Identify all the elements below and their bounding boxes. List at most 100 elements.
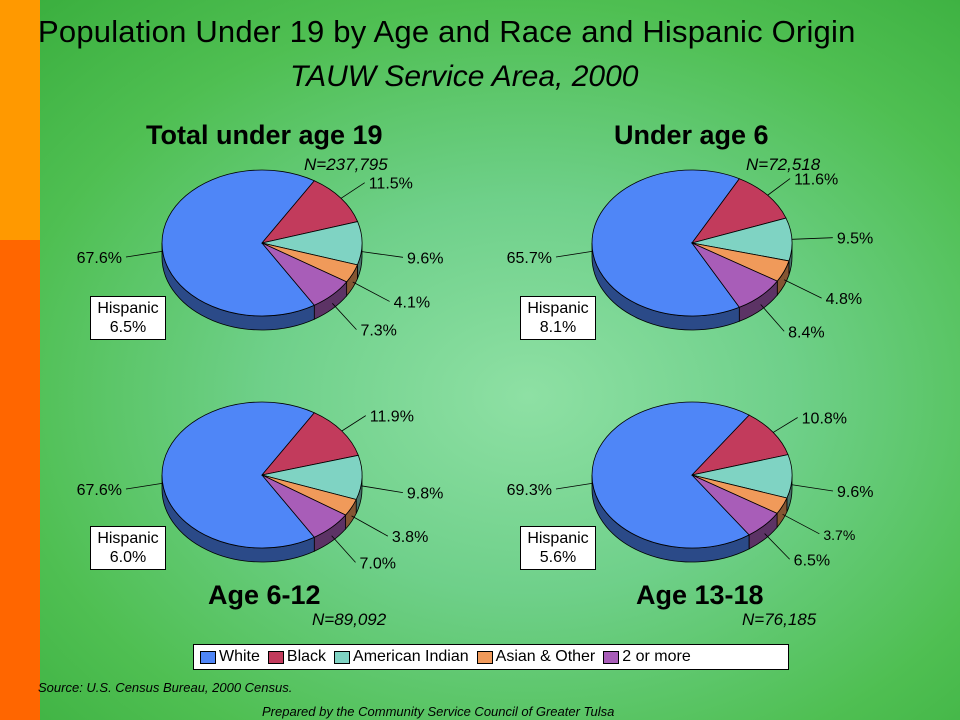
legend-item-2: American Indian (334, 648, 469, 666)
accent-bar-bottom (0, 240, 40, 720)
legend-label: White (219, 648, 260, 665)
pie-1-label-3: 4.8% (826, 291, 862, 308)
pie-0-leader-4 (332, 303, 357, 330)
legend-swatch (603, 650, 620, 664)
hispanic-value: 6.0% (109, 549, 147, 566)
legend-swatch (476, 650, 493, 664)
n-label-age13-18: N=76,185 (742, 610, 817, 629)
legend-swatch (334, 650, 351, 664)
pie-3-slice-1 (690, 414, 789, 476)
pie-3-label-3: 3.7% (823, 527, 855, 543)
pie-2-leader-4 (331, 535, 356, 563)
legend-label: American Indian (353, 648, 469, 665)
legend-item-0: White (200, 648, 260, 666)
pie-0-slice-4 (261, 242, 348, 306)
chart-title-total: Total under age 19 (146, 120, 383, 150)
pie-0-label-2: 9.6% (407, 250, 443, 267)
pie-0-label-3: 4.1% (394, 294, 430, 311)
hispanic-label: Hispanic (527, 300, 589, 317)
pie-2-slice-4 (261, 474, 347, 538)
n-label-total: N=237,795 (304, 155, 388, 174)
hispanic-value: 6.5% (109, 319, 147, 336)
pie-3-label-4: 6.5% (794, 552, 830, 569)
legend-item-1: Black (267, 648, 327, 666)
hispanic-value: 5.6% (539, 549, 577, 566)
pie-2-label-0: 67.6% (77, 482, 122, 499)
pie-1-slice-4 (690, 242, 778, 308)
pie-0-leader-1 (340, 182, 365, 199)
pie-2-leader-0 (125, 483, 163, 490)
pie-0-leader-0 (125, 251, 163, 258)
hispanic-value: 8.1% (539, 319, 577, 336)
pie-1-label-4: 8.4% (788, 324, 824, 341)
pie-3: 69.3% 10.8% 9.6% 3.7% 6.5% (507, 401, 873, 569)
pie-2-label-1: 11.9% (370, 409, 414, 426)
legend-label: Asian & Other (495, 648, 596, 665)
pie-0: 67.6% 11.5% 9.6% 4.1% 7.3% (77, 169, 443, 340)
credit-note: Prepared by the Community Service Counci… (262, 704, 615, 719)
page-title: Population Under 19 by Age and Race and … (38, 14, 856, 49)
n-label-under6: N=72,518 (746, 155, 821, 174)
pie-3-slice-4 (691, 474, 778, 536)
pie-3-label-1: 10.8% (802, 411, 847, 428)
pie-0-slice-1 (260, 180, 359, 244)
pie-0-leader-2 (361, 251, 404, 258)
chart-title-under6: Under age 6 (614, 120, 769, 150)
legend-item-4: 2 or more (603, 648, 691, 666)
pie-3-leader-1 (773, 417, 798, 433)
pie-1-leader-3 (783, 279, 822, 299)
pie-1-slice-1 (691, 178, 787, 244)
pie-1-leader-0 (555, 251, 593, 258)
pie-2-slice-1 (260, 412, 359, 476)
pie-2-label-3: 3.8% (392, 529, 428, 546)
pie-2-label-4: 7.0% (360, 555, 396, 572)
pie-1-leader-4 (760, 304, 785, 332)
source-note: Source: U.S. Census Bureau, 2000 Census. (38, 680, 293, 695)
hispanic-label: Hispanic (527, 530, 589, 547)
legend-item-3: Asian & Other (476, 648, 596, 666)
pie-3-label-2: 9.6% (837, 484, 873, 501)
pie-3-leader-0 (555, 483, 593, 490)
chart-title-age6-12: Age 6-12 (208, 580, 321, 610)
pie-3-label-0: 69.3% (507, 482, 552, 499)
pie-0-leader-3 (352, 281, 390, 302)
legend-swatch (267, 650, 284, 664)
hispanic-label: Hispanic (97, 530, 159, 547)
pie-1: 65.7% 11.6% 9.5% 4.8%8.4% (507, 169, 873, 341)
legend-swatch (200, 650, 216, 664)
pie-2-leader-1 (341, 415, 366, 432)
legend: White Black American Indian Asian & Other 2 … (193, 644, 789, 670)
pie-1-label-1: 11.6% (794, 172, 838, 189)
accent-bar-top (0, 0, 40, 240)
pie-0-label-1: 11.5% (369, 176, 413, 193)
hispanic-box-total: Hispanic 6.5% (90, 296, 166, 340)
pie-0-label-0: 67.6% (77, 250, 122, 267)
pie-0-label-4: 7.3% (360, 323, 396, 340)
pie-1-leader-1 (767, 178, 791, 196)
pie-1-slice-0 (591, 169, 740, 317)
pie-1-label-0: 65.7% (507, 250, 552, 267)
pie-2-label-2: 9.8% (407, 486, 443, 503)
page-subtitle: TAUW Service Area, 2000 (290, 60, 639, 93)
pie-3-leader-3 (782, 513, 820, 535)
pie-2: 67.6% 11.9% 9.8% 3.8% 7.0% (77, 401, 443, 572)
pie-1-label-2: 9.5% (837, 231, 873, 248)
hispanic-label: Hispanic (97, 300, 159, 317)
pie-0-slice-0 (161, 169, 315, 317)
pie-1-leader-2 (791, 237, 833, 240)
pie-2-leader-2 (361, 485, 403, 494)
hispanic-box-age13-18: Hispanic 5.6% (520, 526, 596, 570)
pie-3-leader-2 (791, 484, 834, 492)
legend-label: 2 or more (622, 648, 691, 665)
n-label-age6-12: N=89,092 (312, 610, 387, 629)
pie-3-slice-0 (591, 401, 750, 549)
pie-2-slice-0 (161, 401, 315, 549)
hispanic-box-age6-12: Hispanic 6.0% (90, 526, 166, 570)
pie-3-leader-4 (764, 533, 790, 560)
legend-label: Black (286, 648, 327, 665)
chart-title-age13-18: Age 13-18 (636, 580, 764, 610)
hispanic-box-under6: Hispanic 8.1% (520, 296, 596, 340)
pie-2-leader-3 (351, 515, 389, 537)
